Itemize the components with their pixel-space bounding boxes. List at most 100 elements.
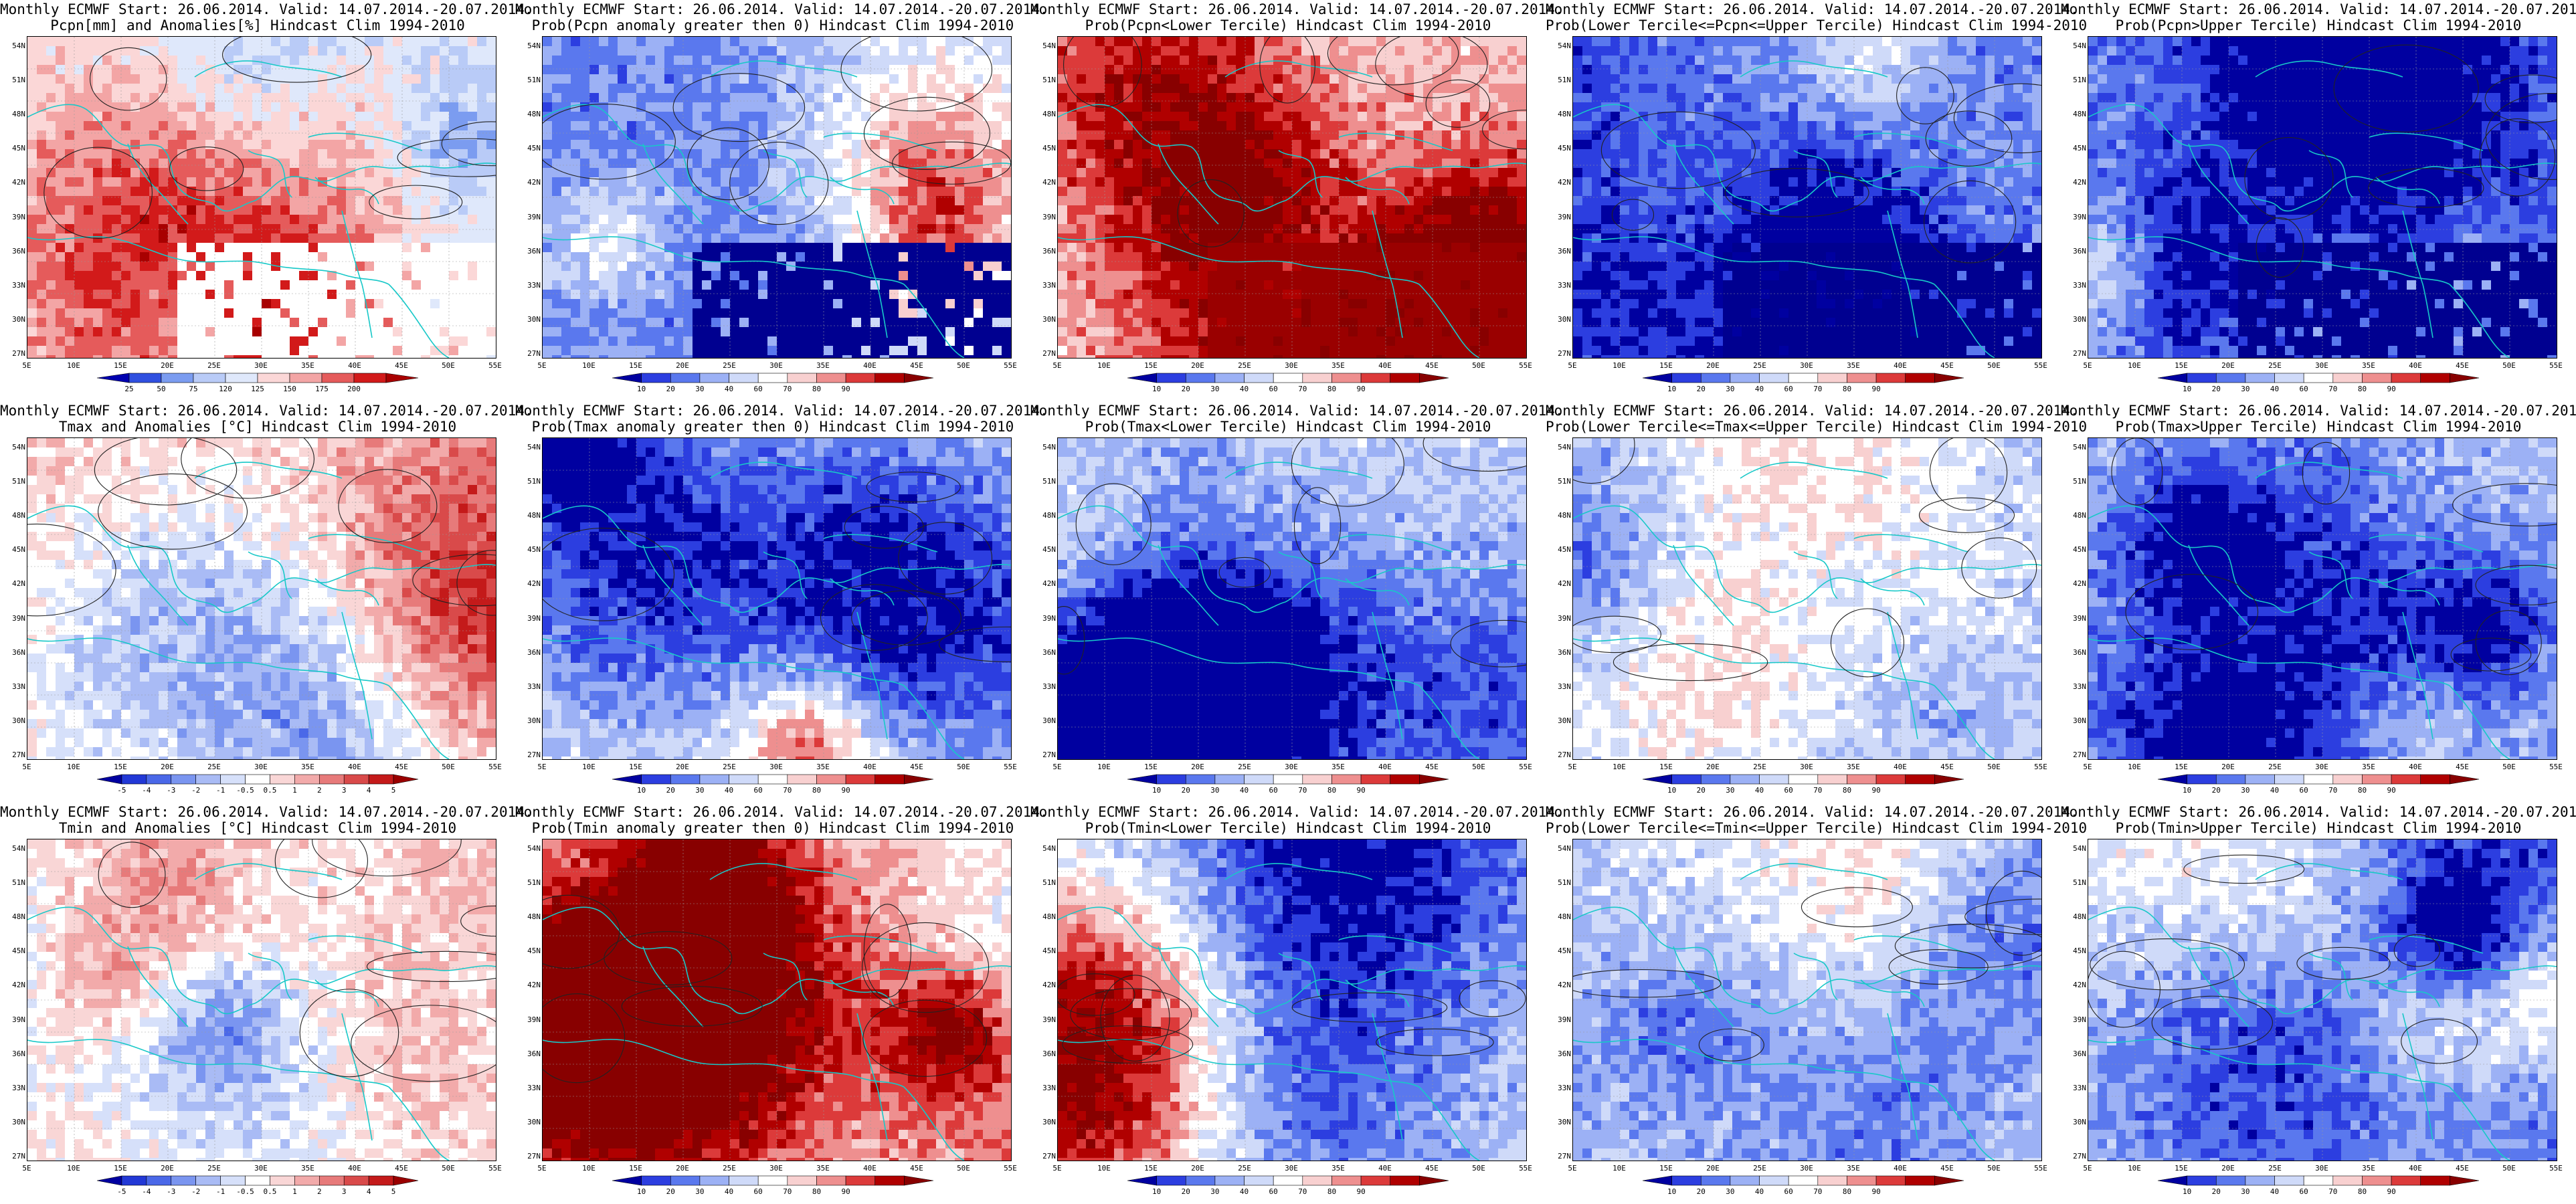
- colorbar-swatch: [171, 1175, 196, 1186]
- forecast-panel: Monthly ECMWF Start: 26.06.2014. Valid: …: [1546, 803, 2087, 1204]
- latitude-label: 48N: [1551, 912, 1571, 921]
- colorbar-label: -1: [211, 786, 231, 795]
- longitude-label: 25E: [716, 361, 743, 370]
- latitude-label: 42N: [2066, 178, 2086, 187]
- colorbar-swatch: [699, 774, 729, 785]
- longitude-label: 30E: [1278, 1164, 1305, 1173]
- latitude-label: 54N: [2066, 844, 2086, 853]
- forecast-panel: Monthly ECMWF Start: 26.06.2014. Valid: …: [1030, 803, 1564, 1204]
- latitude-label: 48N: [1036, 912, 1056, 921]
- colorbar-label: 10: [2177, 1187, 2197, 1196]
- longitude-label: 5E: [1559, 1164, 1586, 1173]
- colorbar-swatch: [270, 1175, 295, 1186]
- longitude-label: 40E: [856, 361, 883, 370]
- colorbar: [1642, 373, 1964, 383]
- longitude-label: 35E: [294, 763, 321, 771]
- colorbar-label: 80: [1321, 385, 1342, 393]
- latitude-label: 45N: [521, 545, 541, 554]
- longitude-label: 50E: [1465, 763, 1492, 771]
- panel-title: Monthly ECMWF Start: 26.06.2014. Valid: …: [1030, 403, 1564, 435]
- latitude-label: 27N: [1036, 1152, 1056, 1161]
- colorbar-swatch: [2245, 373, 2275, 383]
- colorbar-label: 90: [836, 1187, 856, 1196]
- latitude-label: 27N: [1036, 349, 1056, 358]
- colorbar-swatch: [161, 373, 194, 383]
- colorbar: [2157, 1175, 2480, 1186]
- colorbar-swatch: [353, 373, 387, 383]
- colorbar-label: -5: [112, 786, 132, 795]
- longitude-label: 20E: [669, 1164, 696, 1173]
- forecast-map: [27, 36, 496, 359]
- panel-title-line2: Prob(Lower Tercile<=Tmin<=Upper Tercile)…: [1546, 820, 2087, 836]
- colorbar-label: 80: [2352, 385, 2372, 393]
- colorbar-swatch: [1671, 774, 1701, 785]
- colorbar-label: 80: [1321, 786, 1342, 795]
- longitude-label: 35E: [810, 763, 836, 771]
- longitude-label: 15E: [107, 1164, 134, 1173]
- forecast-panel: Monthly ECMWF Start: 26.06.2014. Valid: …: [1030, 0, 1564, 401]
- latitude-label: 39N: [1036, 213, 1056, 221]
- panel-title-line1: Monthly ECMWF Start: 26.06.2014. Valid: …: [1546, 403, 2079, 419]
- colorbar-swatch: [2391, 373, 2421, 383]
- longitude-label: 10E: [60, 1164, 87, 1173]
- colorbar-swatch: [1244, 1175, 1274, 1186]
- longitude-label: 5E: [2074, 763, 2101, 771]
- colorbar-swatch: [385, 373, 419, 383]
- colorbar-swatch: [294, 774, 320, 785]
- longitude-label: 40E: [1887, 1164, 1914, 1173]
- longitude-label: 50E: [435, 763, 462, 771]
- latitude-label: 36N: [1551, 1049, 1571, 1058]
- colorbar-swatch: [787, 373, 817, 383]
- colorbar-swatch: [1934, 774, 1964, 785]
- colorbar-swatch: [1273, 774, 1303, 785]
- colorbar-swatch: [2157, 373, 2187, 383]
- latitude-label: 27N: [2066, 750, 2086, 759]
- latitude-label: 45N: [2066, 946, 2086, 955]
- colorbar-swatch: [845, 774, 876, 785]
- panel-title: Monthly ECMWF Start: 26.06.2014. Valid: …: [1546, 403, 2087, 435]
- latitude-label: 45N: [5, 144, 25, 153]
- latitude-label: 27N: [5, 1152, 25, 1161]
- colorbar-swatch: [2332, 373, 2363, 383]
- colorbar-swatch: [699, 373, 729, 383]
- latitude-label: 54N: [521, 844, 541, 853]
- longitude-label: 55E: [997, 763, 1024, 771]
- latitude-label: 45N: [1036, 545, 1056, 554]
- longitude-label: 10E: [575, 763, 602, 771]
- longitude-label: 10E: [1606, 763, 1633, 771]
- colorbar-swatch: [1788, 774, 1819, 785]
- latitude-label: 27N: [5, 349, 25, 358]
- colorbar-label: -3: [161, 786, 181, 795]
- longitude-label: 5E: [13, 763, 40, 771]
- latitude-label: 30N: [5, 716, 25, 725]
- colorbar-label: 60: [1778, 1187, 1799, 1196]
- colorbar-label: 30: [1205, 1187, 1225, 1196]
- forecast-map: [1057, 839, 1527, 1161]
- colorbar-swatch: [641, 1175, 671, 1186]
- panel-title-line2: Prob(Tmax anomaly greater then 0) Hindca…: [515, 419, 1030, 435]
- latitude-label: 42N: [1036, 981, 1056, 989]
- colorbar-swatch: [1360, 1175, 1391, 1186]
- colorbar-swatch: [121, 774, 147, 785]
- colorbar-swatch: [195, 1175, 221, 1186]
- colorbar-swatch: [1847, 1175, 1877, 1186]
- colorbar-swatch: [1302, 774, 1332, 785]
- longitude-label: 45E: [2449, 361, 2476, 370]
- longitude-label: 20E: [1184, 763, 1211, 771]
- panel-title-line2: Prob(Tmax>Upper Tercile) Hindcast Clim 1…: [2061, 419, 2576, 435]
- colorbar-swatch: [1642, 373, 1672, 383]
- forecast-panel: Monthly ECMWF Start: 26.06.2014. Valid: …: [0, 803, 533, 1204]
- panel-title-line1: Monthly ECMWF Start: 26.06.2014. Valid: …: [1030, 1, 1564, 17]
- colorbar-swatch: [245, 1175, 270, 1186]
- latitude-label: 45N: [521, 946, 541, 955]
- longitude-label: 10E: [1091, 763, 1117, 771]
- forecast-map: [1057, 437, 1527, 760]
- latitude-label: 42N: [521, 579, 541, 588]
- colorbar-swatch: [1244, 774, 1274, 785]
- longitude-label: 25E: [201, 361, 227, 370]
- colorbar-swatch: [393, 1175, 419, 1186]
- longitude-label: 45E: [1418, 361, 1445, 370]
- colorbar-swatch: [2450, 774, 2480, 785]
- colorbar-swatch: [816, 1175, 846, 1186]
- forecast-panel: Monthly ECMWF Start: 26.06.2014. Valid: …: [2061, 803, 2576, 1204]
